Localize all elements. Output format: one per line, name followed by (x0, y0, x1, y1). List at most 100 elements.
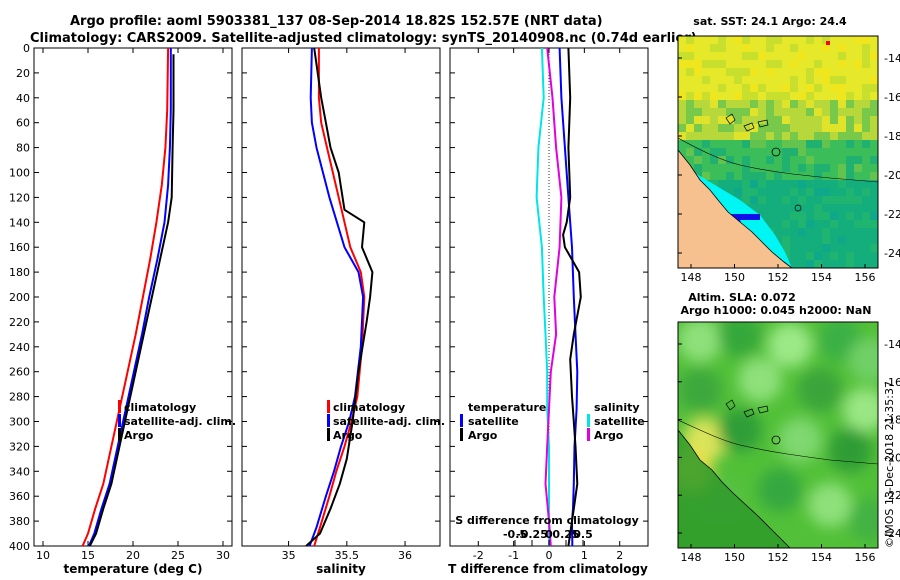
sst-cell (686, 92, 694, 100)
sst-cell (766, 180, 774, 188)
sst-cell (702, 76, 710, 84)
sst-cell (758, 188, 766, 196)
sst-cell (758, 108, 766, 116)
sst-cell (766, 148, 774, 156)
sst-cell (814, 228, 822, 236)
sst-cell (806, 244, 814, 252)
sst-cell (806, 116, 814, 124)
sst-cell (790, 188, 798, 196)
sst-cell (806, 108, 814, 116)
sst-cell (734, 164, 742, 172)
y-tick-label: 60 (16, 117, 30, 130)
sst-cell (806, 196, 814, 204)
sst-cell (814, 196, 822, 204)
sst-cell (734, 68, 742, 76)
legend-title-temperature: temperature (468, 401, 546, 414)
sst-cell (798, 148, 806, 156)
sst-cell (830, 148, 838, 156)
sst-cell (862, 132, 870, 140)
map-y-tick-label: -14 (884, 52, 900, 65)
sst-cell (726, 68, 734, 76)
sst-cell (742, 52, 750, 60)
sst-cell (774, 116, 782, 124)
sst-cell (798, 188, 806, 196)
sst-cell (686, 108, 694, 116)
sst-cell (814, 172, 822, 180)
y-tick-label: 0 (23, 42, 30, 55)
map-y-tick-label: -16 (884, 91, 900, 104)
map-y-tick-label: -24 (884, 247, 900, 260)
sst-cell (846, 124, 854, 132)
sst-cell (830, 236, 838, 244)
sst-cell (822, 52, 830, 60)
sst-cell (702, 156, 710, 164)
sst-cell (838, 220, 846, 228)
series-line-satellite-adj-clim- (308, 48, 365, 546)
sst-cell (766, 44, 774, 52)
sla-blob (678, 322, 722, 362)
sst-cell (782, 172, 790, 180)
sst-cell (798, 244, 806, 252)
sst-cell (766, 92, 774, 100)
sst-cell (734, 148, 742, 156)
sst-cell (862, 140, 870, 148)
sst-cell (838, 180, 846, 188)
sst-cell (846, 164, 854, 172)
temperature-panel: 0 20 40 60 80 100 120 140 160 180 200 220 240 260 280 3… (9, 42, 236, 576)
sst-cell (830, 36, 838, 44)
legend-label-argo: Argo (333, 429, 363, 442)
y-tick-label: 300 (9, 416, 30, 429)
sst-cell (774, 196, 782, 204)
sst-cell (862, 68, 870, 76)
sst-cell (798, 164, 806, 172)
legend-swatch-climatology (327, 400, 330, 413)
sst-cell (822, 252, 830, 260)
sla-bathymetry (678, 419, 878, 465)
sst-cell (830, 140, 838, 148)
sst-cell (750, 156, 758, 164)
x-tick-label: 1 (581, 549, 588, 562)
sst-cell (726, 92, 734, 100)
header-line-1: Argo profile: aoml 5903381_137 08-Sep-20… (70, 14, 603, 29)
sst-cell (798, 132, 806, 140)
sst-cell (742, 196, 750, 204)
salinity-x-label: salinity (316, 562, 366, 576)
sst-cell (854, 44, 862, 52)
sst-cell (854, 252, 862, 260)
sst-cell (870, 36, 878, 44)
sst-cell (790, 180, 798, 188)
sst-cell (734, 108, 742, 116)
credit-text: ©IMOS 13-Dec-2018 21:35:37 (883, 381, 896, 548)
sst-cell (790, 108, 798, 116)
sst-cell (822, 76, 830, 84)
salinity-x-ticks: 35 35.5 36 (282, 48, 412, 562)
sst-cell (846, 60, 854, 68)
sst-cell (854, 108, 862, 116)
sst-cell (822, 92, 830, 100)
sst-cell (790, 84, 798, 92)
sst-cell (734, 172, 742, 180)
x-tick-label: 25 (171, 549, 185, 562)
map-y-tick-label: -14 (884, 338, 900, 351)
sst-cell (694, 132, 702, 140)
sst-cell (862, 116, 870, 124)
sst-cell (838, 204, 846, 212)
sst-cell (870, 100, 878, 108)
sst-cell (774, 188, 782, 196)
sst-cell (798, 92, 806, 100)
sst-cell (710, 84, 718, 92)
sst-cell (822, 36, 830, 44)
sst-cell (718, 116, 726, 124)
sst-cell (830, 44, 838, 52)
sst-cell (870, 60, 878, 68)
sst-cell (742, 100, 750, 108)
sst-cell (750, 36, 758, 44)
sst-cell (694, 164, 702, 172)
sst-cell (774, 204, 782, 212)
y-tick-label: 140 (9, 216, 30, 229)
sst-cell (798, 220, 806, 228)
sst-cell (766, 204, 774, 212)
sst-cell (790, 212, 798, 220)
sst-cell (758, 100, 766, 108)
sst-cell (782, 100, 790, 108)
